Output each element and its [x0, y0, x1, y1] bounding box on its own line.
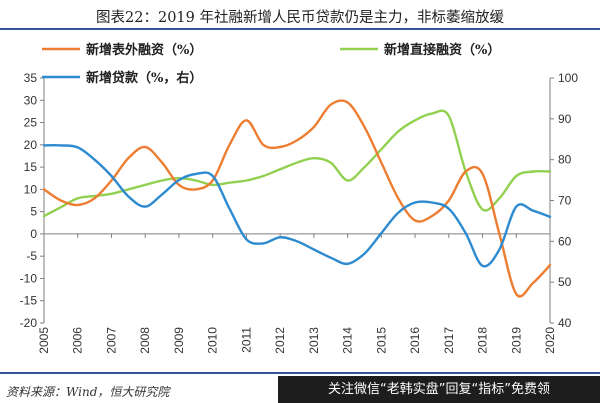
right-tick-label: 60 — [558, 234, 572, 248]
x-tick-label: 2009 — [172, 327, 186, 354]
right-tick-label: 100 — [558, 71, 578, 85]
left-tick-label: -5 — [26, 249, 37, 263]
left-tick-label: -15 — [20, 294, 38, 308]
left-tick-label: 35 — [24, 71, 38, 85]
left-tick-label: -10 — [20, 271, 38, 285]
x-tick-label: 2007 — [104, 327, 118, 354]
left-tick-label: 0 — [30, 227, 37, 241]
right-tick-label: 50 — [558, 275, 572, 289]
right-tick-label: 40 — [558, 316, 572, 330]
watermark-banner: 关注微信“老韩实盘”回复“指标”免费领 — [278, 376, 600, 403]
left-tick-label: 10 — [24, 182, 38, 196]
legend-label-2: 新增直接融资（%） — [384, 42, 500, 58]
left-tick-label: 15 — [24, 160, 38, 174]
x-tick-label: 2018 — [476, 327, 490, 354]
left-tick-label: 25 — [24, 116, 38, 130]
series-line-2 — [42, 109, 552, 218]
x-tick-label: 2013 — [307, 327, 321, 354]
x-tick-label: 2019 — [509, 327, 523, 354]
left-tick-label: -20 — [20, 316, 38, 330]
left-tick-label: 5 — [30, 205, 37, 219]
x-tick-label: 2008 — [138, 327, 152, 354]
x-tick-label: 2006 — [71, 327, 85, 354]
right-tick-label: 70 — [558, 194, 572, 208]
footer-bar: 资料来源：Wind，恒大研究院 关注微信“老韩实盘”回复“指标”免费领 — [0, 372, 600, 403]
title-bar: 图表22：2019 年社融新增人民币贷款仍是主力，非标萎缩放缓 — [0, 0, 600, 30]
chart-axes: -20 -15 -10 -5 0 5 10 15 20 25 30 35 40 50 60 70 80 90 100… — [20, 71, 579, 354]
x-tick-label: 2014 — [341, 327, 355, 354]
right-tick-label: 90 — [558, 112, 572, 126]
x-tick-label: 2005 — [37, 327, 51, 354]
x-tick-label: 2015 — [374, 327, 388, 354]
series-line-1 — [42, 99, 552, 298]
x-tick-label: 2010 — [206, 327, 220, 354]
x-tick-label: 2017 — [442, 327, 456, 354]
x-tick-label: 2020 — [543, 327, 557, 354]
source-note: 资料来源：Wind，恒大研究院 — [6, 385, 170, 399]
line-chart: -20 -15 -10 -5 0 5 10 15 20 25 30 35 40 50 60 70 80 90 100… — [20, 42, 579, 354]
x-tick-label: 2016 — [408, 327, 422, 354]
series-line-3 — [42, 144, 552, 268]
legend-label-1: 新增表外融资（%） — [86, 42, 202, 58]
x-tick-label: 2011 — [239, 327, 253, 353]
left-tick-label: 20 — [24, 138, 38, 152]
chart-title: 图表22：2019 年社融新增人民币贷款仍是主力，非标萎缩放缓 — [96, 10, 504, 26]
chart-series — [42, 99, 552, 298]
right-tick-label: 80 — [558, 153, 572, 167]
legend-label-3: 新增贷款（%，右） — [86, 70, 202, 86]
left-tick-label: 30 — [24, 93, 38, 107]
x-tick-label: 2012 — [273, 327, 287, 354]
chart-legend: 新增表外融资（%） 新增直接融资（%） 新增贷款（%，右） — [42, 42, 500, 86]
